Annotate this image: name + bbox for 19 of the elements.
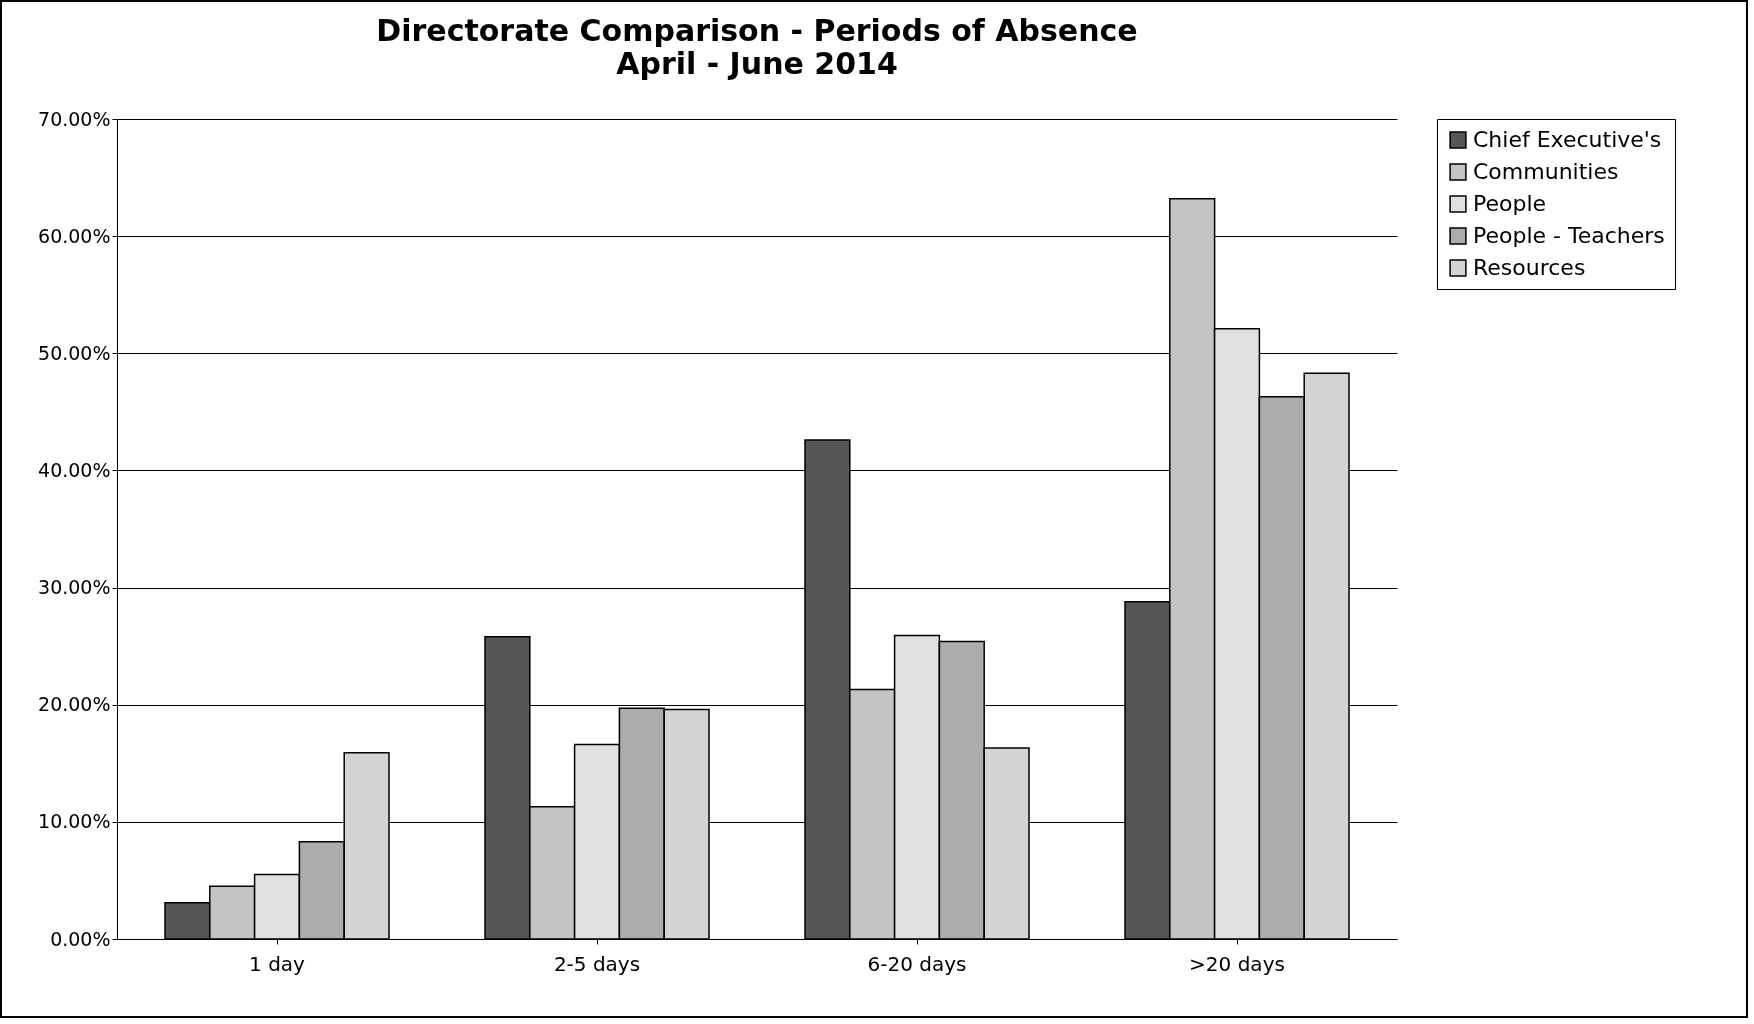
- y-tick-label: 10.00%: [38, 810, 111, 833]
- x-tick-label: 6-20 days: [867, 951, 967, 976]
- x-tick-label: 1 day: [249, 951, 306, 976]
- legend-label: People: [1473, 191, 1547, 216]
- legend-label: Chief Executive's: [1473, 127, 1662, 152]
- y-tick-label: 60.00%: [38, 224, 111, 247]
- legend-label: Resources: [1473, 255, 1586, 280]
- chart-title: Directorate Comparison - Periods of Absence: [376, 13, 1138, 48]
- legend-label: People - Teachers: [1473, 223, 1665, 248]
- x-tick-label: >20 days: [1189, 951, 1285, 976]
- y-tick-label: 0.00%: [50, 927, 111, 950]
- chart-subtitle: April - June 2014: [616, 46, 898, 81]
- y-tick-label: 70.00%: [38, 107, 111, 130]
- legend-label: Communities: [1473, 159, 1619, 184]
- y-tick-label: 40.00%: [38, 458, 111, 481]
- y-tick-label: 20.00%: [38, 693, 111, 716]
- y-tick-label: 30.00%: [38, 576, 111, 599]
- x-tick-label: 2-5 days: [553, 951, 641, 976]
- y-tick-label: 50.00%: [38, 341, 111, 364]
